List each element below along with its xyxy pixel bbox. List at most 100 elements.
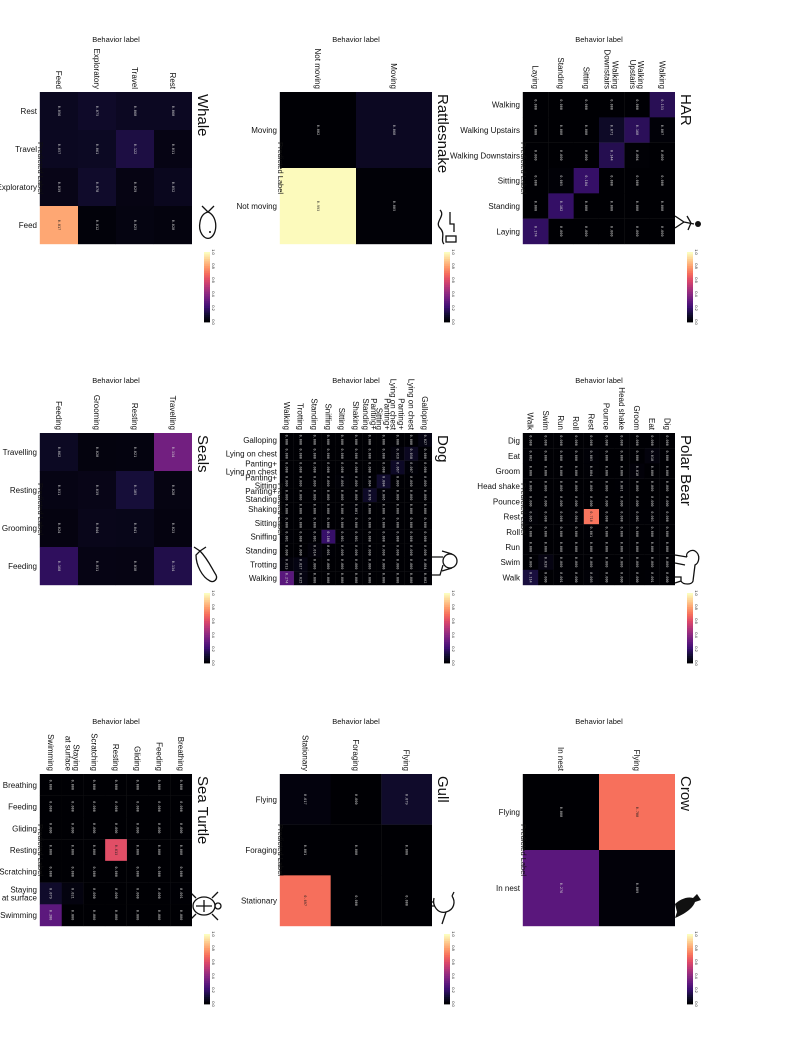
heatmap-cell — [279, 543, 294, 558]
axis-label-behavior: Behavior label — [92, 376, 140, 385]
cell-value-label: 0.000 — [49, 801, 53, 812]
cell-value-label: 0.000 — [559, 511, 563, 522]
row-tick-label: Pounce — [602, 403, 611, 431]
heatmap-cell — [279, 92, 356, 169]
heatmap-cell — [404, 488, 419, 503]
heatmap-cell — [279, 168, 356, 245]
cell-value-label: 0.001 — [589, 527, 593, 538]
heatmap-cell — [568, 509, 584, 525]
cell-value-label: 0.044 — [95, 523, 99, 534]
cell-value-label: 0.020 — [95, 447, 99, 458]
cell-value-label: 0.079 — [404, 794, 408, 805]
colorbar-segment — [687, 633, 693, 636]
heatmap-cell — [307, 529, 322, 544]
cell-value-label: 0.000 — [604, 435, 608, 446]
heatmap-cell — [348, 488, 363, 503]
cell-value-label: 0.000 — [312, 462, 316, 473]
row-tick-label: Rest — [586, 414, 595, 431]
colorbar-segment — [444, 294, 450, 297]
row-tick-label: Laying — [531, 65, 540, 89]
cell-value-label: 0.105 — [133, 485, 137, 496]
heatmap-cell — [39, 509, 78, 548]
colorbar-segment — [204, 600, 210, 603]
cell-value-label: 0.000 — [604, 542, 608, 553]
colorbar: 1.0 0.8 0.6 0.4 0.2 0.0 — [687, 249, 699, 326]
colorbar-tick-label: 0.8 — [451, 604, 456, 610]
heatmap-cell — [335, 529, 350, 544]
cell-value-label: 0.000 — [409, 545, 413, 556]
colorbar-segment — [444, 315, 450, 318]
colorbar-segment — [204, 991, 210, 994]
cell-value-label: 0.000 — [381, 545, 385, 556]
cell-value-label: 0.000 — [354, 794, 358, 805]
heatmap-cell — [644, 493, 660, 510]
cell-value-label: 0.000 — [544, 542, 548, 553]
cell-value-label: 0.000 — [620, 435, 624, 446]
heatmap-cell — [404, 543, 419, 558]
colorbar-segment — [444, 266, 450, 269]
cell-value-label: 0.000 — [559, 496, 563, 507]
heatmap-cell — [307, 474, 322, 489]
cell-value-label: 0.000 — [559, 481, 563, 492]
colorbar-segment — [444, 991, 450, 994]
colorbar-segment — [204, 608, 210, 611]
colorbar-segment — [687, 295, 693, 298]
colorbar-segment — [687, 257, 693, 260]
cell-value-label: 0.000 — [544, 511, 548, 522]
cell-value-label: 0.000 — [533, 201, 537, 212]
colorbar-segment — [204, 944, 210, 947]
cell-value-label: 0.000 — [604, 557, 608, 568]
heatmap-cell — [598, 539, 615, 555]
cell-value-label: 0.000 — [381, 435, 385, 446]
heatmap-cell — [115, 471, 154, 510]
heatmap-cell — [417, 488, 432, 503]
heatmap-cell — [583, 478, 599, 494]
colorbar-segment — [444, 949, 450, 952]
heatmap-cell — [330, 774, 382, 825]
heatmap-cell — [537, 524, 554, 540]
cell-value-label: 0.153 — [660, 99, 664, 110]
colorbar-segment — [204, 635, 210, 638]
cell-value-label: 0.000 — [604, 572, 608, 583]
heatmap-cell — [61, 817, 84, 840]
heatmap-cell — [362, 502, 377, 517]
colorbar-segment — [687, 640, 693, 643]
cell-value-label: 0.029 — [133, 182, 137, 193]
colorbar-segment — [444, 612, 450, 615]
heatmap-cell — [153, 92, 192, 131]
colorbar-tick-label: 0.2 — [451, 987, 456, 993]
colorbar-segment — [687, 617, 693, 620]
row-tick-label: Resting — [111, 744, 120, 771]
colorbar-segment — [687, 645, 693, 648]
colorbar-tick-label: 0.8 — [211, 945, 216, 951]
heatmap-cell — [61, 860, 84, 883]
colorbar-segment — [687, 301, 693, 304]
heatmap-cell — [362, 515, 377, 530]
heatmap-cell — [404, 515, 419, 530]
heatmap-cell — [362, 433, 377, 448]
colorbar: 1.0 0.8 0.6 0.4 0.2 0.0 — [204, 931, 216, 1008]
colorbar-segment — [687, 638, 693, 641]
col-tick-label: Sniffing — [250, 533, 277, 542]
heatmap-cell — [83, 839, 106, 862]
cell-value-label: 0.000 — [665, 435, 669, 446]
heatmap-cell — [644, 539, 660, 555]
row-tick-label: Swim — [541, 410, 550, 430]
cell-value-label: 0.000 — [660, 150, 664, 161]
cell-value-label: 0.006 — [381, 490, 385, 501]
colorbar-segment — [687, 958, 693, 961]
heatmap-cell — [376, 446, 391, 461]
heatmap-cell — [598, 463, 615, 479]
colorbar-segment — [204, 633, 210, 636]
colorbar-segment — [444, 617, 450, 620]
heatmap-cell — [39, 92, 78, 131]
heatmap-cell — [83, 860, 106, 883]
cell-value-label: 0.006 — [340, 476, 344, 487]
heatmap-cell — [39, 774, 62, 796]
cell-value-label: 0.000 — [559, 466, 563, 477]
colorbar-segment — [204, 935, 210, 938]
colorbar-segment — [444, 635, 450, 638]
colorbar-segment — [444, 619, 450, 622]
heatmap-cell — [522, 463, 539, 479]
cell-value-label: 0.058 — [409, 448, 413, 459]
